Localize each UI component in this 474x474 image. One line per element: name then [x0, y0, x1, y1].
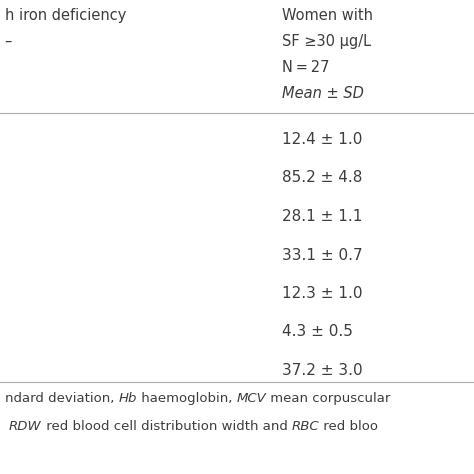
Text: red bloo: red bloo: [319, 420, 378, 433]
Text: RBC: RBC: [292, 420, 319, 433]
Text: red blood cell distribution width and: red blood cell distribution width and: [42, 420, 292, 433]
Text: N = 27: N = 27: [282, 60, 329, 75]
Text: mean corpuscular: mean corpuscular: [266, 392, 391, 405]
Text: ndard deviation,: ndard deviation,: [5, 392, 118, 405]
Text: Mean ± SD: Mean ± SD: [282, 86, 364, 101]
Text: h iron deficiency: h iron deficiency: [5, 8, 126, 23]
Text: Women with: Women with: [282, 8, 373, 23]
Text: 28.1 ± 1.1: 28.1 ± 1.1: [282, 209, 363, 224]
Text: SF ≥30 µg/L: SF ≥30 µg/L: [282, 34, 371, 49]
Text: 33.1 ± 0.7: 33.1 ± 0.7: [282, 247, 363, 263]
Text: 12.3 ± 1.0: 12.3 ± 1.0: [282, 286, 363, 301]
Text: MCV: MCV: [237, 392, 266, 405]
Text: 85.2 ± 4.8: 85.2 ± 4.8: [282, 171, 363, 185]
Text: 37.2 ± 3.0: 37.2 ± 3.0: [282, 363, 363, 378]
Text: 12.4 ± 1.0: 12.4 ± 1.0: [282, 132, 363, 147]
Text: 4.3 ± 0.5: 4.3 ± 0.5: [282, 325, 353, 339]
Text: haemoglobin,: haemoglobin,: [137, 392, 237, 405]
Text: –: –: [5, 34, 12, 49]
Text: RDW: RDW: [9, 420, 42, 433]
Text: Hb: Hb: [118, 392, 137, 405]
